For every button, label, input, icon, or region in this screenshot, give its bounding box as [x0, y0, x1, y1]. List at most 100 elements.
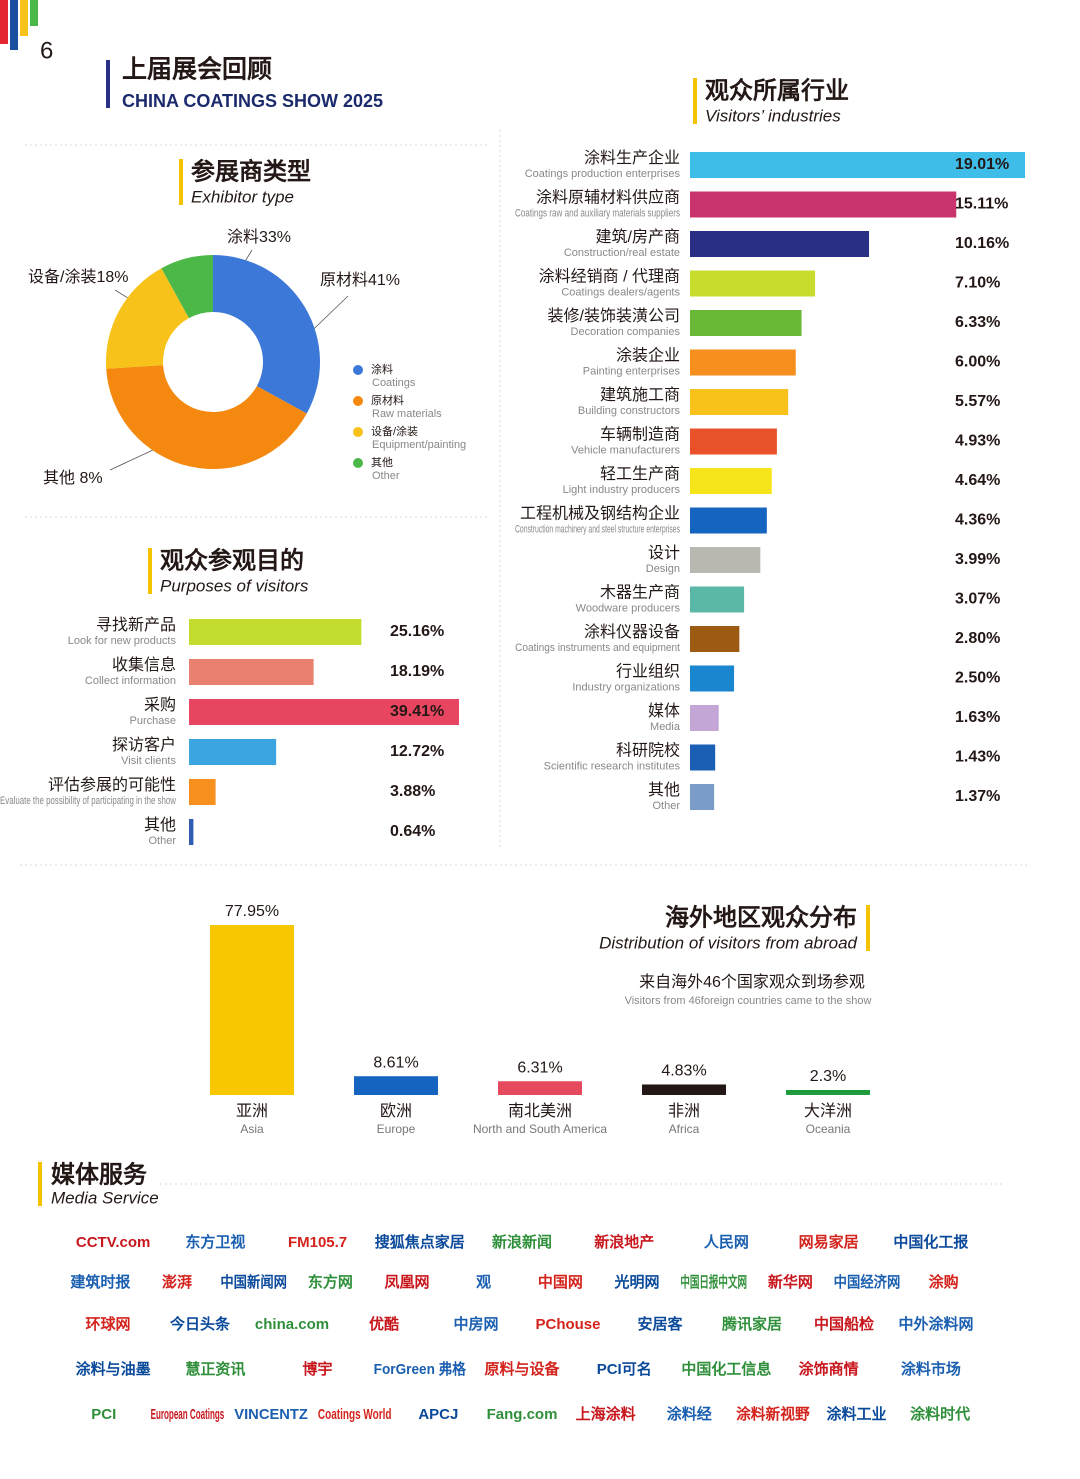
title-bar: [38, 1162, 42, 1206]
bar-label: 涂料原辅材料供应商: [536, 188, 680, 207]
bar-label: 装修/装饰装潢公司: [548, 307, 680, 325]
legend-label-en: Coatings: [372, 377, 416, 389]
bar-label: 其他: [648, 781, 680, 799]
bar: [690, 349, 796, 376]
bar-label-en: Coatings dealers/agents: [561, 286, 680, 298]
media-logo: 安居客: [637, 1315, 683, 1333]
value-label: 6.31%: [517, 1059, 562, 1076]
bar: [354, 1076, 438, 1095]
media-logo: 涂料新视野: [736, 1405, 810, 1423]
media-logo: ForGreen 弗格: [374, 1360, 467, 1378]
media-logo: 涂购: [929, 1273, 959, 1291]
section-subtitle: Purposes of visitors: [160, 576, 309, 595]
bar-label: 科研院校: [616, 742, 680, 760]
section-title: 观众参观目的: [160, 546, 304, 574]
bar: [690, 547, 761, 573]
media-logo: 博宇: [303, 1360, 333, 1378]
bar-label-en: Vehicle manufacturers: [571, 444, 680, 456]
bar-label: 寻找新产品: [96, 616, 176, 634]
bar-label-en: Media: [650, 721, 681, 733]
bar: [690, 152, 1025, 178]
value-label: 6.33%: [955, 314, 1000, 331]
media-logo: 中国化工信息: [681, 1360, 771, 1378]
value-label: 18.19%: [390, 663, 444, 680]
media-logo: 今日头条: [169, 1315, 231, 1333]
bar-label-en: Building constructors: [578, 405, 681, 417]
bar: [189, 699, 459, 725]
slice-label: 其他 8%: [43, 469, 103, 487]
legend-label: 其他: [371, 456, 393, 469]
value-label: 1.37%: [955, 788, 1000, 805]
media-logo: APCJ: [418, 1406, 458, 1423]
slice-label: 设备/涂装18%: [28, 268, 128, 286]
media-logo: 中房网: [453, 1315, 498, 1333]
media-logo: 中国网: [538, 1273, 583, 1291]
page-subtitle: CHINA COATINGS SHOW 2025: [122, 91, 383, 111]
bar-label: 设计: [648, 544, 680, 562]
decor: [30, 0, 38, 26]
bar-label-en: Visit clients: [121, 755, 176, 767]
value-label: 0.64%: [390, 823, 435, 840]
value-label: 15.11%: [955, 196, 1008, 213]
media-logo: Coatings World: [318, 1406, 392, 1423]
media-logo: 中国日报中文网: [680, 1273, 747, 1291]
media-logo: 网易家居: [799, 1233, 859, 1251]
value-label: 2.50%: [955, 670, 1000, 687]
bar-label-en: Look for new products: [68, 635, 177, 647]
bar: [189, 739, 277, 765]
media-logo: 人民网: [704, 1234, 749, 1251]
media-logo: 中国新闻网: [220, 1273, 287, 1291]
bar-label-en: Evaluate the possibility of participatin…: [0, 795, 176, 807]
bar: [498, 1081, 582, 1095]
bar: [690, 586, 745, 613]
value-label: 4.36%: [955, 512, 1000, 529]
bar-label: 涂装企业: [616, 347, 680, 365]
media-logo: 新华网: [768, 1273, 813, 1291]
media-logo: FM105.7: [288, 1234, 347, 1251]
title-bar: [148, 548, 152, 594]
decor: [10, 0, 18, 50]
section-subtitle: Visitors’ industries: [705, 106, 841, 125]
media-logo: 中国船检: [814, 1315, 874, 1333]
value-label: 25.16%: [390, 623, 444, 640]
bar: [690, 705, 719, 731]
bar-label-en: Painting enterprises: [583, 365, 681, 377]
bar: [210, 925, 294, 1095]
legend-swatch: [353, 458, 363, 468]
media-logo: 慧正资讯: [185, 1360, 245, 1378]
media-logo: 中外涂料网: [898, 1315, 973, 1333]
page-number: 6: [40, 37, 53, 64]
value-label: 1.43%: [955, 749, 1000, 766]
bar-label: 工程机械及钢结构企业: [520, 505, 680, 523]
media-logo: 腾讯家居: [721, 1315, 782, 1333]
bar-label: 大洋洲: [804, 1102, 852, 1120]
media-logo: 涂料与油墨: [76, 1360, 151, 1378]
bar: [690, 784, 715, 810]
media-logo: 中国化工报: [893, 1233, 968, 1251]
value-label: 3.88%: [390, 783, 435, 800]
media-logo: 新浪地产: [594, 1233, 654, 1251]
media-logo: 新浪新闻: [492, 1233, 552, 1251]
value-label: 8.61%: [373, 1054, 418, 1071]
media-logo: 东方网: [308, 1273, 353, 1291]
title-bar: [179, 159, 183, 205]
donut-slice: [213, 255, 320, 414]
bar: [690, 231, 870, 257]
value-label: 19.01%: [955, 156, 1009, 173]
bar-label-en: Design: [646, 563, 680, 575]
legend-swatch: [353, 427, 363, 437]
media-logo: 原料与设备: [484, 1360, 560, 1378]
section-subtitle: Media Service: [51, 1188, 159, 1207]
media-logo: 东方卫视: [185, 1233, 245, 1251]
bar-label-en: Africa: [669, 1122, 700, 1136]
bar-label-en: Coatings instruments and equipment: [515, 642, 680, 654]
media-logo: PCI: [91, 1406, 116, 1423]
bar-label: 评估参展的可能性: [48, 776, 176, 794]
note-en: Visitors from 46foreign countries came t…: [625, 995, 872, 1007]
bar-label: 采购: [144, 696, 176, 714]
section-subtitle: Distribution of visitors from abroad: [599, 933, 857, 952]
media-logo: 涂饰商情: [799, 1360, 859, 1378]
value-label: 3.99%: [955, 551, 1000, 568]
